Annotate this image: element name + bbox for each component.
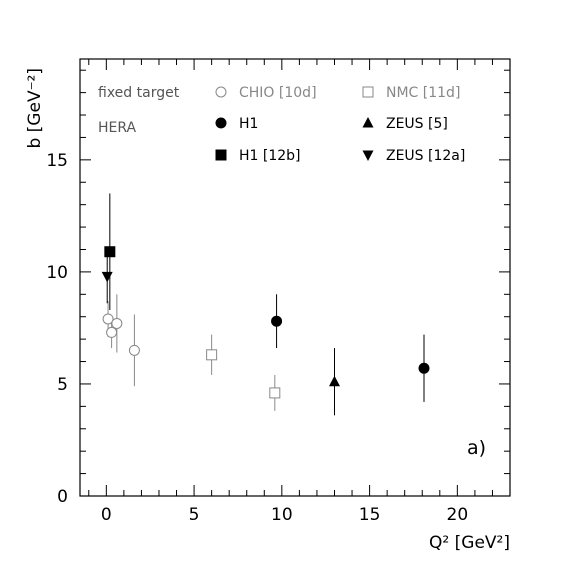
axis-ticks (80, 59, 510, 497)
y-tick-label: 5 (57, 375, 68, 395)
legend-marker (362, 117, 374, 128)
data-point-chio-10d (111, 317, 123, 329)
legend-label: ZEUS [5] (386, 116, 448, 132)
x-tick-label: 0 (101, 505, 112, 525)
x-axis-title: Q² [GeV²] (429, 533, 510, 553)
x-tick-label: 10 (271, 505, 293, 525)
legend-label: H1 (239, 116, 258, 132)
legend-group-label: HERA (98, 120, 137, 136)
y-axis-title: b [GeV⁻²] (25, 68, 45, 149)
legend-label: ZEUS [12a] (386, 148, 465, 164)
y-tick-label: 0 (57, 487, 68, 507)
axis-tick-labels: 0 5 10 15 20 0 5 10 15 (46, 151, 468, 525)
data-point-chio-10d (102, 313, 114, 325)
x-tick-label: 15 (359, 505, 381, 525)
data-point-h1-12b (104, 246, 116, 258)
legend-marker (362, 86, 374, 98)
x-tick-label: 5 (189, 505, 200, 525)
plot-frame (79, 58, 511, 497)
x-tick-label: 20 (447, 505, 469, 525)
data-point-nmc-11d (206, 349, 218, 361)
data-point-h1 (271, 315, 283, 327)
data-point-chio-10d (106, 326, 118, 338)
y-tick-label: 15 (46, 151, 68, 171)
data-point-nmc-11d (269, 387, 281, 399)
data-markers (101, 246, 430, 399)
data-point-zeus-12a (101, 271, 113, 283)
data-point-chio-10d (128, 344, 140, 356)
error-bars (106, 193, 425, 416)
legend-marker (215, 149, 227, 161)
legend-group-label: fixed target (98, 85, 180, 101)
legend: fixed target HERA CHIO [10d] NMC [11d] H1 ZEU… (98, 85, 465, 164)
legend-label: H1 [12b] (239, 148, 301, 164)
data-point-zeus-5 (328, 375, 340, 387)
data-point-h1 (418, 362, 430, 374)
legend-label: NMC [11d] (386, 85, 460, 101)
legend-marker (215, 86, 227, 98)
y-tick-label: 10 (46, 263, 68, 283)
legend-marker (362, 150, 374, 161)
legend-marker (215, 117, 227, 129)
panel-tag: a) (467, 437, 486, 459)
legend-label: CHIO [10d] (239, 85, 317, 101)
